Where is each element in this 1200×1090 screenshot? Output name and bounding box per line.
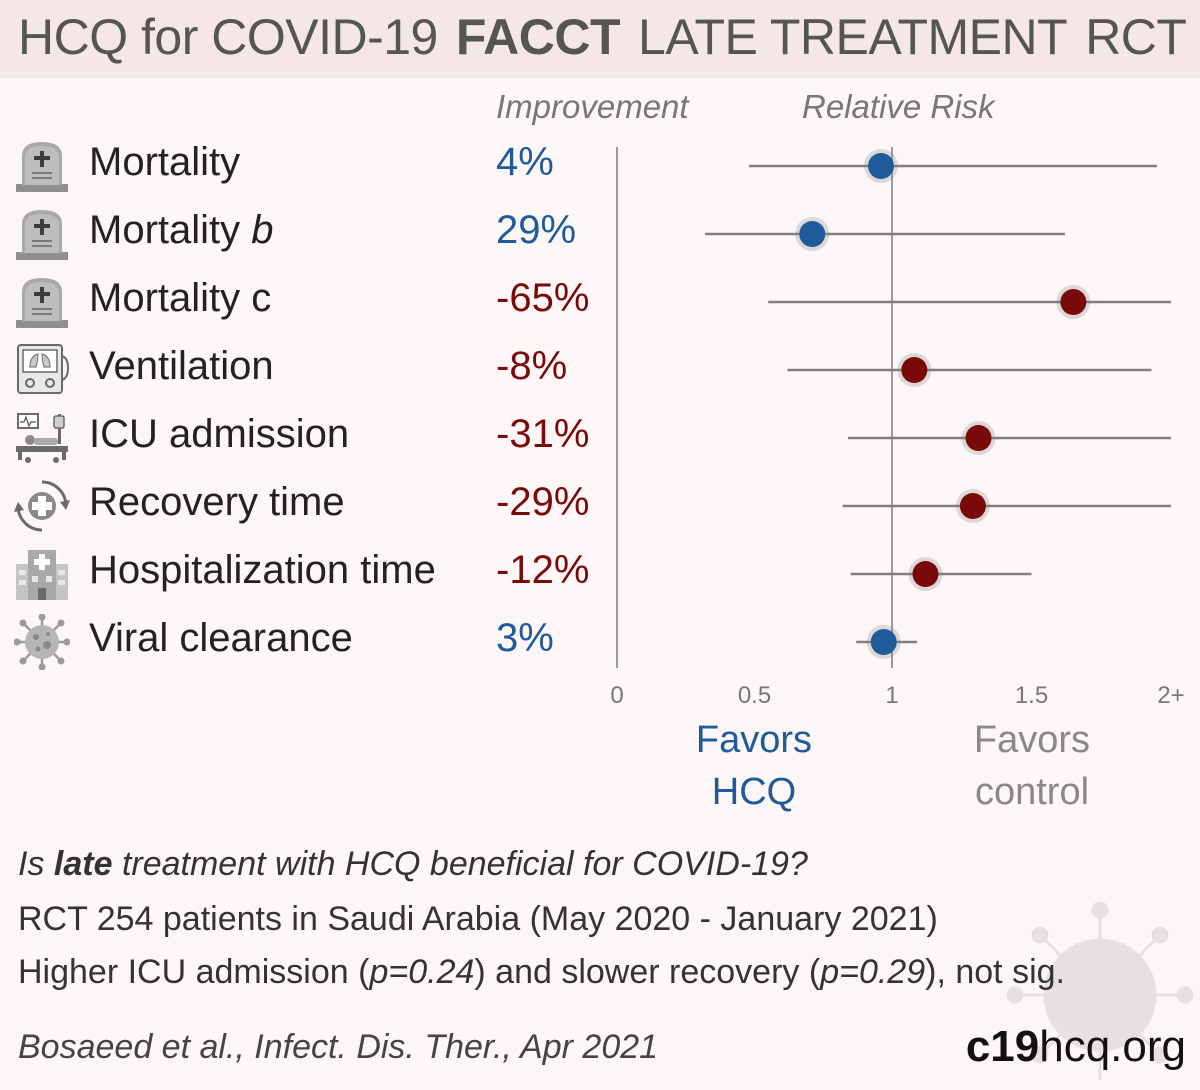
outcome-row-recovery-time: Recovery time -29% bbox=[0, 476, 600, 536]
improvement-value: -29% bbox=[496, 480, 590, 524]
title-bar: HCQ for COVID-19 FACCT LATE TREATMENT RCT bbox=[0, 0, 1200, 78]
favors-hcq-label: Favors HCQ bbox=[654, 714, 854, 818]
x-tick-label: 1 bbox=[885, 682, 898, 709]
page-title: HCQ for COVID-19 FACCT LATE TREATMENT RCT bbox=[18, 8, 1187, 66]
outcome-row-hospitalization-time: Hospitalization time -12% bbox=[0, 544, 600, 604]
title-part3: LATE TREATMENT bbox=[638, 9, 1068, 65]
improvement-value: 29% bbox=[496, 208, 577, 252]
outcome-label: Viral clearance bbox=[89, 616, 353, 660]
title-part2: FACCT bbox=[455, 9, 621, 65]
title-part4: RCT bbox=[1085, 9, 1187, 65]
site-rest: hcq.org bbox=[1039, 1022, 1186, 1071]
improvement-value: 3% bbox=[496, 616, 554, 660]
improvement-value: 4% bbox=[496, 140, 554, 184]
question-bold: late bbox=[53, 845, 113, 883]
x-tick-label: 0.5 bbox=[738, 682, 771, 709]
outcome-label-suffix: b bbox=[251, 208, 274, 252]
result-p2: p=0.29 bbox=[820, 953, 926, 991]
point-marker bbox=[1060, 289, 1087, 315]
x-tick-label: 2+ bbox=[1157, 682, 1184, 709]
point-marker bbox=[868, 153, 894, 179]
point-marker bbox=[799, 221, 826, 247]
x-tick-label: 1.5 bbox=[1015, 682, 1048, 709]
improvement-value: -31% bbox=[496, 412, 590, 456]
study-text: RCT 254 patients in Saudi Arabia (May 20… bbox=[18, 900, 938, 938]
relative-risk-header: Relative Risk bbox=[802, 88, 995, 125]
outcome-label: Mortality bbox=[89, 140, 241, 184]
point-marker bbox=[959, 493, 986, 519]
title-part1: HCQ for COVID-19 bbox=[18, 9, 438, 65]
result-c: ), not sig. bbox=[925, 953, 1065, 991]
virus-watermark-icon bbox=[1006, 901, 1194, 1080]
question-text: Is late treatment with HCQ beneficial fo… bbox=[18, 845, 808, 884]
outcome-row-viral-clearance: Viral clearance 3% bbox=[0, 612, 600, 672]
improvement-value: -12% bbox=[496, 548, 590, 592]
improvement-value: -8% bbox=[496, 344, 568, 388]
result-p1: p=0.24 bbox=[369, 953, 475, 991]
point-marker bbox=[870, 629, 897, 655]
outcome-label: ICU admission bbox=[89, 412, 350, 456]
outcome-row-mortality-c: Mortality c -65% bbox=[0, 272, 600, 332]
result-a: Higher ICU admission ( bbox=[18, 953, 370, 991]
site-url[interactable]: c19hcq.org bbox=[966, 1022, 1186, 1072]
favors-control-line1: Favors bbox=[973, 719, 1091, 761]
site-bold: c19 bbox=[965, 1022, 1040, 1071]
point-marker bbox=[912, 561, 939, 587]
point-marker bbox=[901, 357, 928, 383]
improvement-header: Improvement bbox=[496, 88, 689, 125]
x-tick-label: 0 bbox=[610, 682, 623, 709]
favors-hcq-line1: Favors bbox=[695, 719, 813, 761]
outcome-label: Mortality b bbox=[89, 208, 274, 253]
outcome-label: Ventilation bbox=[89, 344, 274, 388]
question-post: treatment with HCQ beneficial for COVID-… bbox=[112, 845, 808, 883]
outcome-label: Recovery time bbox=[89, 480, 345, 524]
outcome-row-mortality: Mortality 4% bbox=[0, 136, 600, 196]
outcome-label: Mortality c bbox=[89, 276, 272, 320]
favors-control-line2: control bbox=[974, 771, 1090, 813]
favors-control-label: Favors control bbox=[932, 714, 1132, 818]
question-pre: Is bbox=[18, 845, 54, 883]
citation: Bosaeed et al., Infect. Dis. Ther., Apr … bbox=[18, 1028, 659, 1066]
outcome-row-icu-admission: ICU admission -31% bbox=[0, 408, 600, 468]
result-text: Higher ICU admission (p=0.24) and slower… bbox=[18, 953, 1065, 992]
result-b: ) and slower recovery ( bbox=[474, 953, 821, 991]
point-marker bbox=[965, 425, 992, 451]
outcome-label: Hospitalization time bbox=[89, 548, 436, 592]
outcome-row-ventilation: Ventilation -8% bbox=[0, 340, 600, 400]
improvement-value: -65% bbox=[496, 276, 590, 320]
favors-hcq-line2: HCQ bbox=[711, 771, 797, 813]
outcome-row-mortality-b: Mortality b 29% bbox=[0, 204, 600, 264]
outcome-label-main: Mortality bbox=[89, 208, 241, 252]
forest-plot: 0 0.5 1 1.5 2+ bbox=[610, 147, 1185, 709]
